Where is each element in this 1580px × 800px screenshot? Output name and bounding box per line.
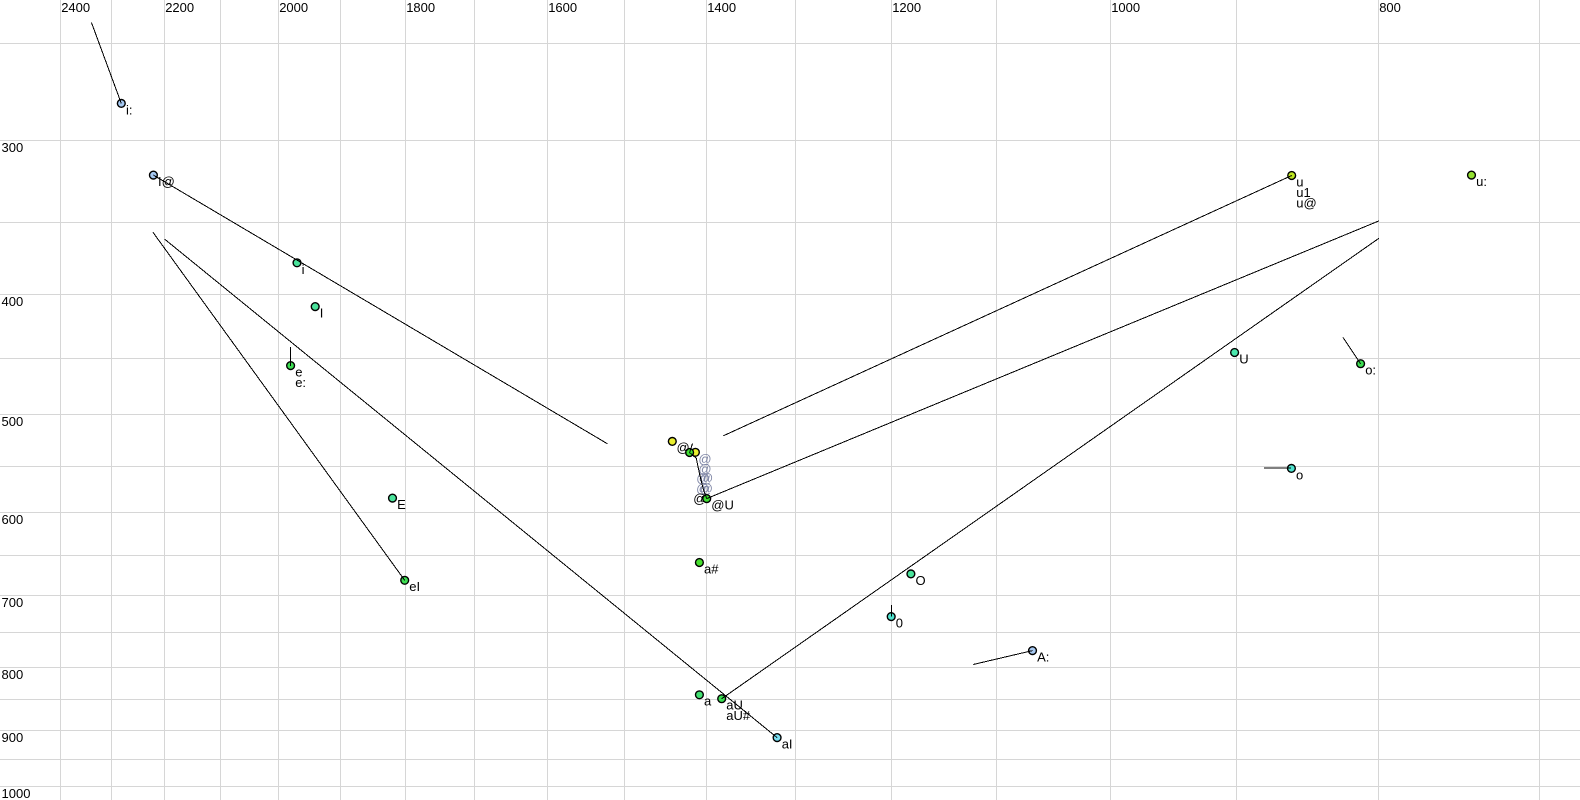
svg-text:E: E xyxy=(397,497,406,512)
svg-text:aI: aI xyxy=(782,737,793,752)
svg-text:eI: eI xyxy=(409,579,420,594)
svg-text:500: 500 xyxy=(2,414,24,429)
svg-text:i: i xyxy=(302,262,305,277)
svg-text:300: 300 xyxy=(2,140,24,155)
svg-text:400: 400 xyxy=(2,294,24,309)
svg-text:@: @ xyxy=(700,471,713,486)
svg-text:@U: @U xyxy=(711,498,734,513)
svg-text:o: o xyxy=(1296,467,1303,482)
svg-text:800: 800 xyxy=(2,667,24,682)
svg-text:@: @ xyxy=(698,452,711,467)
svg-text:@: @ xyxy=(698,462,711,477)
svg-text:e:: e: xyxy=(295,375,306,390)
svg-text:o:: o: xyxy=(1365,363,1376,378)
svg-text:i:: i: xyxy=(126,102,133,117)
svg-text:1800: 1800 xyxy=(406,0,435,15)
svg-text:@: @ xyxy=(700,481,713,496)
svg-text:I: I xyxy=(320,306,324,321)
svg-text:u:: u: xyxy=(1476,174,1487,189)
svg-text:u: u xyxy=(1296,174,1303,189)
svg-text:900: 900 xyxy=(2,730,24,745)
svg-text:1000: 1000 xyxy=(1111,0,1140,15)
svg-text:1600: 1600 xyxy=(548,0,577,15)
svg-text:aU#: aU# xyxy=(726,708,751,723)
svg-text:aU: aU xyxy=(726,698,743,713)
svg-text:1000: 1000 xyxy=(2,786,31,800)
svg-text:2200: 2200 xyxy=(165,0,194,15)
svg-text:U: U xyxy=(1239,351,1248,366)
svg-text:1200: 1200 xyxy=(892,0,921,15)
svg-text:800: 800 xyxy=(1379,0,1401,15)
svg-text:e: e xyxy=(295,365,302,380)
svg-text:u1: u1 xyxy=(1296,185,1310,200)
svg-text:600: 600 xyxy=(2,512,24,527)
svg-text:2000: 2000 xyxy=(279,0,308,15)
svg-text:1400: 1400 xyxy=(707,0,736,15)
svg-text:a: a xyxy=(704,694,712,709)
svg-text:@: @ xyxy=(693,491,706,506)
svg-text:I@: I@ xyxy=(158,174,175,189)
svg-text:@: @ xyxy=(677,440,690,455)
svg-text:700: 700 xyxy=(2,595,24,610)
svg-text:O: O xyxy=(916,573,926,588)
svg-text:0: 0 xyxy=(896,616,903,631)
svg-text:a#: a# xyxy=(704,561,719,576)
svg-text:A:: A: xyxy=(1037,650,1049,665)
svg-text:u@: u@ xyxy=(1296,195,1316,210)
svg-text:2400: 2400 xyxy=(61,0,90,15)
